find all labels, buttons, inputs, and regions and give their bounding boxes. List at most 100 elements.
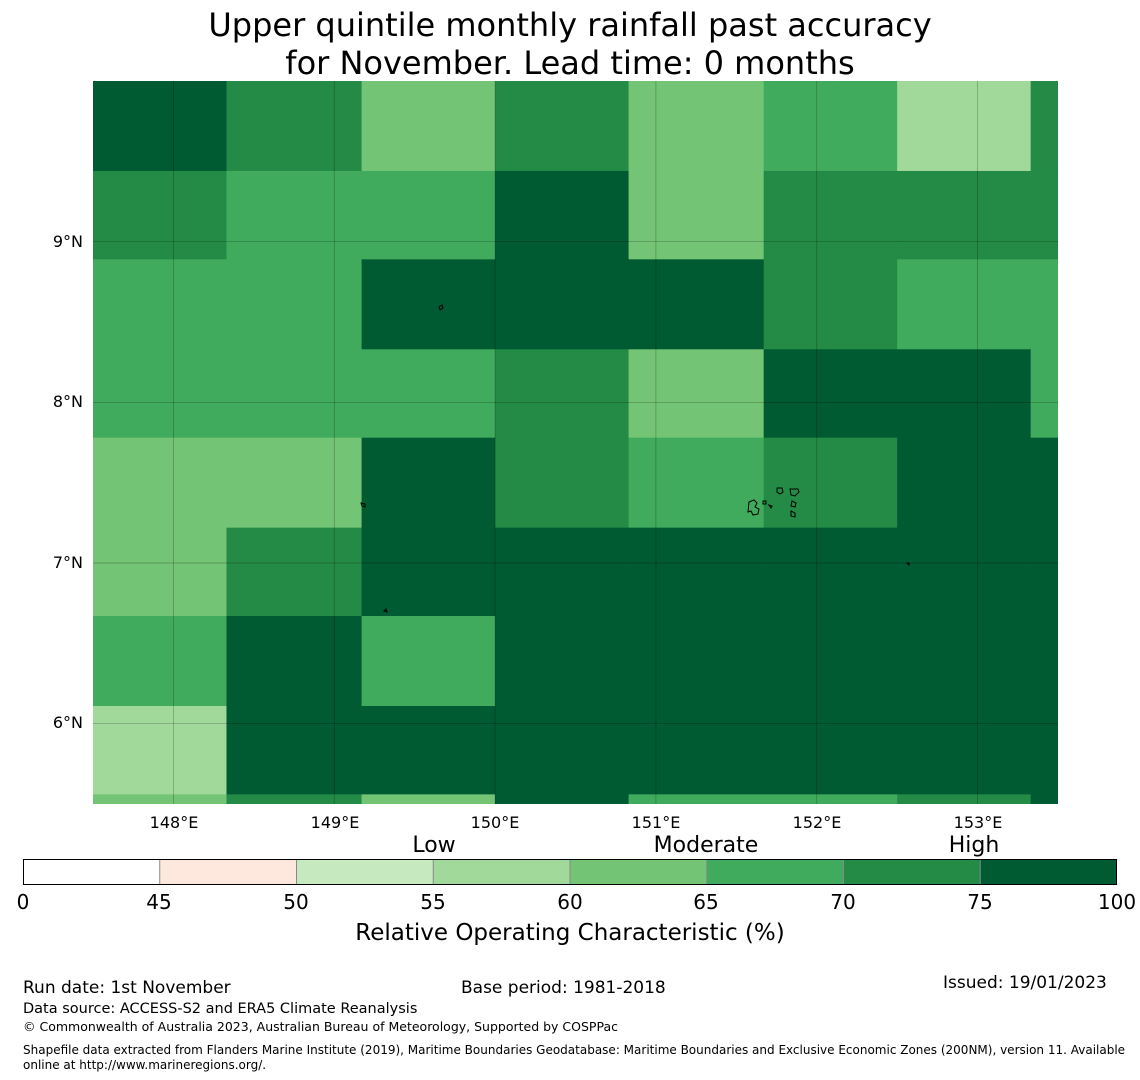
colorbar-tick-65: 65 xyxy=(693,890,719,914)
base-period: Base period: 1981-2018 xyxy=(461,978,666,998)
map-cell-r1-c0 xyxy=(93,170,228,260)
island-small-4 xyxy=(905,562,910,567)
map-cell-r3-c0 xyxy=(93,349,228,439)
colorbar xyxy=(23,859,1117,885)
lon-label-150e: 150°E xyxy=(470,813,520,832)
island-small-2 xyxy=(360,502,366,508)
map-cell-r5-c5 xyxy=(763,527,898,617)
legend-class-high: High xyxy=(948,833,1000,858)
run-date: Run date: 1st November xyxy=(23,978,231,998)
map-cell-r0-c0 xyxy=(93,81,228,172)
map-cell-r7-c4 xyxy=(628,705,765,795)
map-cell-r6-c1 xyxy=(226,616,363,707)
map-cell-r0-c1 xyxy=(226,81,363,172)
colorbar-segment-70-75 xyxy=(843,859,981,885)
map-cell-r6-c2 xyxy=(361,616,496,707)
map-cell-r5-c0 xyxy=(93,527,228,617)
colorbar-segment-50-55 xyxy=(296,859,434,885)
map-cell-r8-c3 xyxy=(495,794,630,804)
lon-label-153e: 153°E xyxy=(953,813,1003,832)
map-cell-r7-c1 xyxy=(226,705,363,795)
colorbar-tick-50: 50 xyxy=(283,890,309,914)
map-cell-r2-c4 xyxy=(628,259,765,350)
map-cell-r8-c0 xyxy=(93,794,228,804)
map-cell-r3-c1 xyxy=(226,349,363,439)
map-cell-r2-c5 xyxy=(763,259,898,350)
lon-label-152e: 152°E xyxy=(792,813,842,832)
map-cell-r4-c6 xyxy=(897,437,1032,529)
map-cell-r5-c4 xyxy=(628,527,765,617)
map-cell-r3-c6 xyxy=(897,349,1032,439)
map-title-line-2: for November. Lead time: 0 months xyxy=(285,44,855,82)
map-cell-r6-c4 xyxy=(628,616,765,707)
map-cell-r8-c5 xyxy=(763,794,898,804)
map-cell-r1-c3 xyxy=(495,170,630,260)
lat-label-9n: 9°N xyxy=(52,232,83,251)
map-cell-r3-c3 xyxy=(495,349,630,439)
map-cell-r8-c2 xyxy=(361,794,496,804)
map-cell-r2-c0 xyxy=(93,259,228,350)
colorbar-segment-75-100 xyxy=(980,859,1117,885)
lat-label-8n: 8°N xyxy=(52,392,83,411)
map-cell-r7-c2 xyxy=(361,705,496,795)
colorbar-tick-45: 45 xyxy=(146,890,172,914)
map-cell-r5-c3 xyxy=(495,527,630,617)
map-cell-r8-c4 xyxy=(628,794,765,804)
map-cell-r7-c6 xyxy=(897,705,1032,795)
map-cell-r0-c5 xyxy=(763,81,898,172)
data-source: Data source: ACCESS-S2 and ERA5 Climate … xyxy=(23,1001,418,1017)
rainfall-accuracy-map xyxy=(93,81,1058,804)
map-cell-r3-c7 xyxy=(1030,349,1058,439)
map-cell-r6-c7 xyxy=(1030,616,1058,707)
map-cell-r8-c1 xyxy=(226,794,363,804)
map-cell-r0-c7 xyxy=(1030,81,1058,172)
map-cell-r1-c6 xyxy=(897,170,1032,260)
map-cell-r1-c2 xyxy=(361,170,496,260)
issued-date: Issued: 19/01/2023 xyxy=(943,973,1107,993)
legend-class-moderate: Moderate xyxy=(653,833,759,858)
map-cell-r4-c3 xyxy=(495,437,630,529)
map-cell-r2-c1 xyxy=(226,259,363,350)
colorbar-segment-45-50 xyxy=(159,859,297,885)
island-chuuk-lagoon xyxy=(747,487,800,518)
map-cell-r1-c7 xyxy=(1030,170,1058,260)
map-cell-r8-c6 xyxy=(897,794,1032,804)
lat-label-6n: 6°N xyxy=(52,713,83,732)
colorbar-tick-70: 70 xyxy=(830,890,856,914)
map-cell-r5-c2 xyxy=(361,527,496,617)
island-small-3 xyxy=(383,608,388,613)
map-cell-r3-c4 xyxy=(628,349,765,439)
map-cell-r2-c6 xyxy=(897,259,1032,350)
map-cell-r1-c5 xyxy=(763,170,898,260)
map-cell-r5-c6 xyxy=(897,527,1032,617)
lon-label-149e: 149°E xyxy=(310,813,360,832)
map-cell-r6-c5 xyxy=(763,616,898,707)
map-cell-r7-c0 xyxy=(93,705,228,795)
lat-label-7n: 7°N xyxy=(52,553,83,572)
shapefile-credit: Shapefile data extracted from Flanders M… xyxy=(23,1043,1126,1072)
map-cell-r7-c7 xyxy=(1030,705,1058,795)
colorbar-tick-55: 55 xyxy=(420,890,446,914)
lon-label-148e: 148°E xyxy=(149,813,199,832)
map-cell-r3-c2 xyxy=(361,349,496,439)
map-cell-r4-c7 xyxy=(1030,437,1058,529)
colorbar-segment-60-65 xyxy=(570,859,707,885)
map-cell-r4-c1 xyxy=(226,437,363,529)
colorbar-segment-0-45 xyxy=(23,859,160,885)
map-cell-r2-c3 xyxy=(495,259,630,350)
map-cell-r1-c1 xyxy=(226,170,363,260)
map-cell-r4-c5 xyxy=(763,437,898,529)
legend-class-low: Low xyxy=(412,833,456,858)
map-cell-r0-c2 xyxy=(361,81,496,172)
map-cell-r6-c0 xyxy=(93,616,228,707)
map-cell-r4-c4 xyxy=(628,437,765,529)
island-small-1 xyxy=(438,304,444,311)
copyright: © Commonwealth of Australia 2023, Austra… xyxy=(23,1019,618,1034)
map-cell-r6-c6 xyxy=(897,616,1032,707)
colorbar-tick-60: 60 xyxy=(557,890,583,914)
colorbar-tick-0: 0 xyxy=(16,890,30,914)
map-cell-r0-c3 xyxy=(495,81,630,172)
map-cell-r4-c2 xyxy=(361,437,496,529)
map-cell-r5-c7 xyxy=(1030,527,1058,617)
colorbar-label: Relative Operating Characteristic (%) xyxy=(355,920,785,946)
